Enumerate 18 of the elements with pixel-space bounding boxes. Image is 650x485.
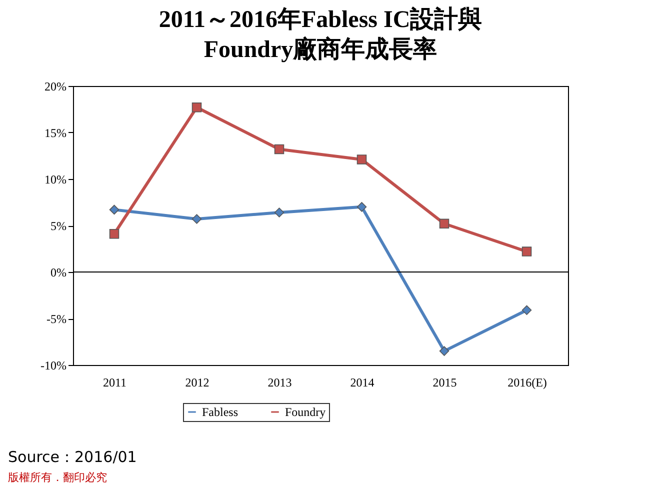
x-tick-label: 2013 [268,376,292,390]
y-tick-label: 10% [44,172,66,186]
text: 版權所有．翻印必究 [8,470,107,485]
legend-label: Foundry [285,405,326,419]
y-tick-label: -5% [46,312,66,326]
y-tick-label: 5% [50,219,66,233]
chart-title: 2011～2016年Fabless IC設計與 Foundry廠商年成長率 [158,6,482,63]
legend-label: Fabless [202,405,238,419]
x-tick-label: 2015 [432,376,457,390]
y-tick-label: 0% [50,266,66,280]
x-tick-label: 2014 [350,376,374,390]
y-tick-label: 15% [44,126,66,140]
y-tick-label: 20% [44,80,66,94]
x-tick-label: 2016(E) [508,376,547,390]
source-note: Source：2016/01 [8,448,137,467]
y-tick-label: -10% [40,358,66,372]
x-tick-label: 2011 [102,376,127,390]
x-tick-label: 2012 [185,376,210,390]
